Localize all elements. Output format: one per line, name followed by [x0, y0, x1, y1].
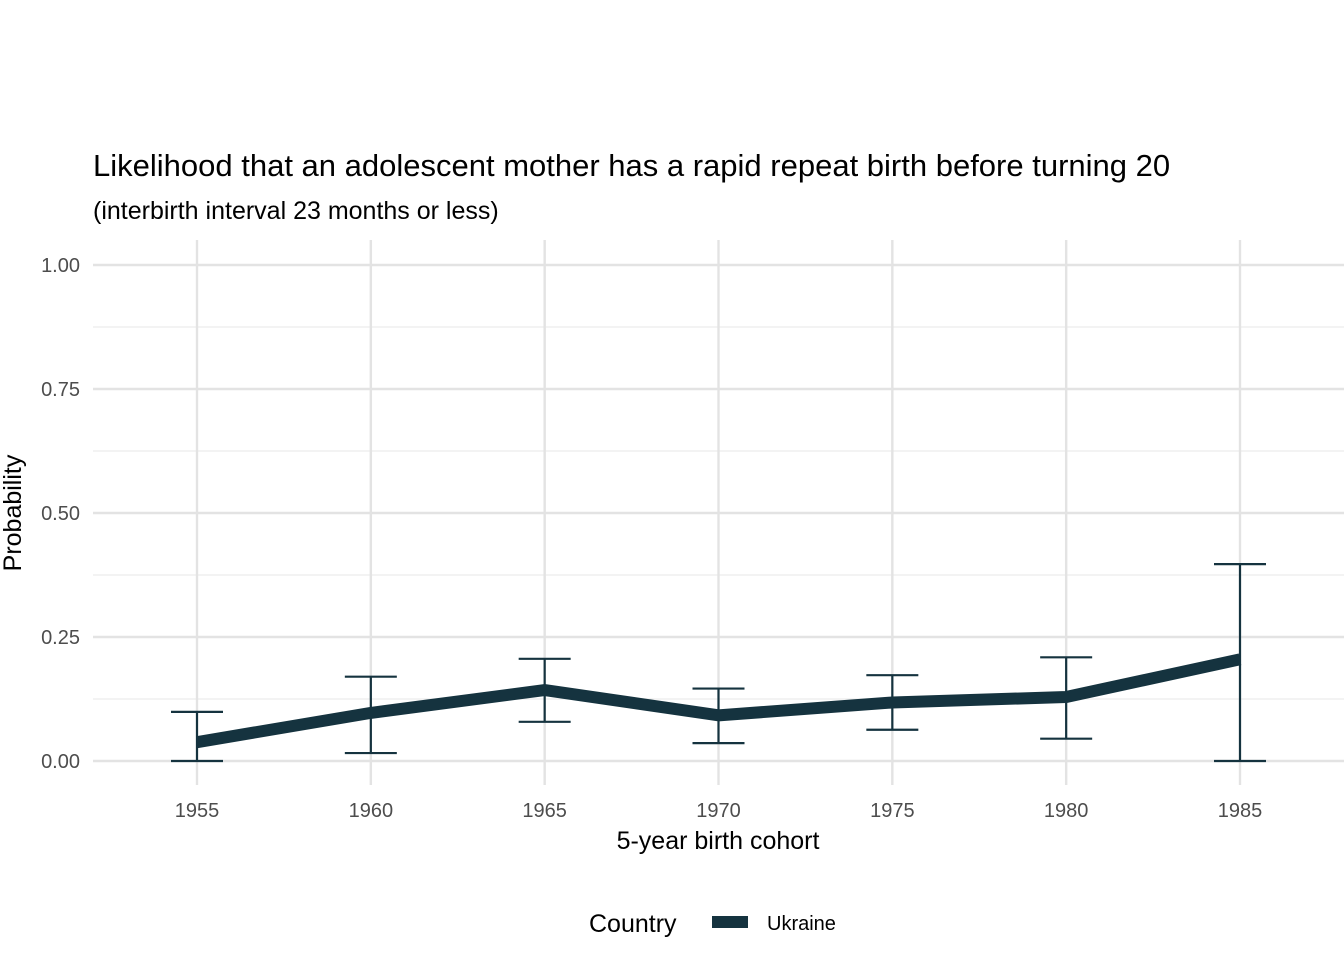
y-tick-label: 1.00: [41, 255, 80, 277]
y-tick-label: 0.50: [41, 503, 80, 525]
legend: Country Ukraine: [589, 910, 836, 938]
x-axis-ticks: 1955 1960 1965 1970 1975 1980 1985: [175, 800, 1263, 822]
x-tick-label: 1960: [349, 800, 394, 822]
y-axis-ticks: 0.00 0.25 0.50 0.75 1.00: [41, 255, 80, 773]
x-axis-title: 5-year birth cohort: [617, 827, 820, 855]
chart-subtitle: (interbirth interval 23 months or less): [93, 197, 499, 225]
y-axis-title: Probability: [0, 454, 27, 571]
chart-title: Likelihood that an adolescent mother has…: [93, 148, 1170, 183]
legend-title: Country: [589, 910, 677, 938]
x-tick-label: 1975: [870, 800, 915, 822]
legend-key-ukraine: [712, 916, 748, 928]
x-tick-label: 1955: [175, 800, 220, 822]
x-tick-label: 1980: [1044, 800, 1089, 822]
error-bars: [171, 562, 1266, 763]
y-tick-label: 0.00: [41, 751, 80, 773]
y-tick-label: 0.25: [41, 627, 80, 649]
legend-label-ukraine: Ukraine: [767, 913, 836, 935]
x-tick-label: 1970: [696, 800, 741, 822]
series-line-ukraine: [196, 653, 1242, 749]
x-tick-label: 1965: [522, 800, 567, 822]
series-lines: [196, 653, 1242, 749]
x-tick-label: 1985: [1218, 800, 1263, 822]
y-tick-label: 0.75: [41, 379, 80, 401]
